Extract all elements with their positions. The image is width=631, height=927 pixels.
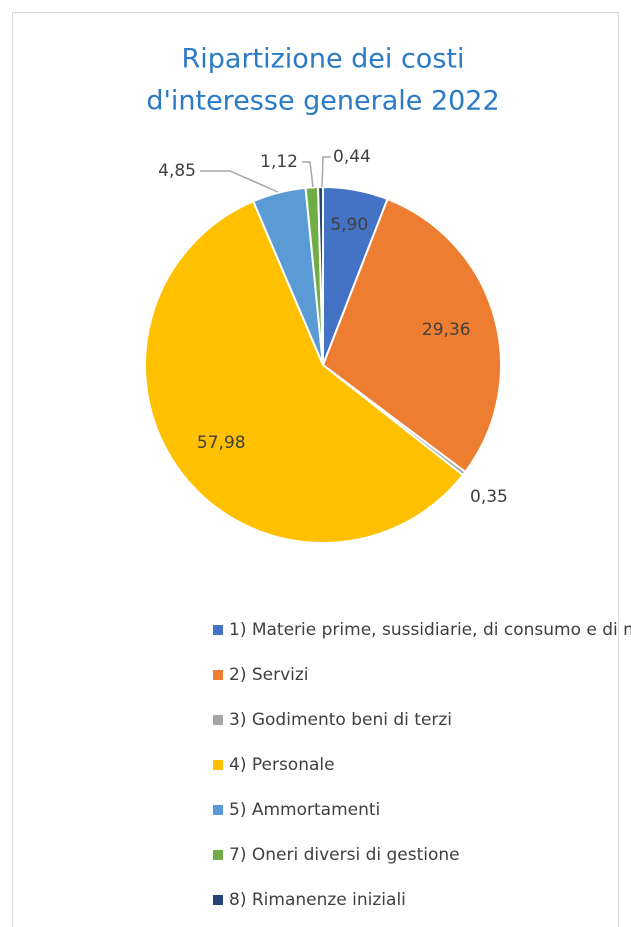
legend-swatch: [213, 715, 223, 725]
legend-swatch: [213, 670, 223, 680]
data-label: 5,90: [330, 215, 368, 235]
leader-line: [200, 170, 279, 193]
data-label: 57,98: [197, 433, 246, 453]
legend-label: 1) Materie prime, sussidiarie, di consum…: [229, 620, 631, 640]
data-label: 4,85: [158, 161, 196, 181]
legend-swatch: [213, 625, 223, 635]
chart-title: d'interesse generale 2022: [146, 86, 499, 117]
leader-line: [321, 156, 331, 188]
legend-label: 4) Personale: [229, 755, 335, 775]
legend-swatch: [213, 895, 223, 905]
data-label: 1,12: [260, 152, 298, 172]
pie-slice: [317, 185, 324, 366]
data-label: 29,36: [422, 320, 471, 340]
legend-swatch: [213, 850, 223, 860]
pie-slice: [144, 199, 465, 544]
data-label: 0,35: [470, 487, 508, 507]
legend-label: 7) Oneri diversi di gestione: [229, 845, 460, 865]
chart-title: Ripartizione dei costi: [182, 44, 465, 75]
legend-label: 3) Godimento beni di terzi: [229, 710, 452, 730]
legend-swatch: [213, 805, 223, 815]
leader-line: [302, 161, 314, 188]
legend-label: 5) Ammortamenti: [229, 800, 380, 820]
legend-label: 8) Rimanenze iniziali: [229, 890, 406, 910]
legend-label: 2) Servizi: [229, 665, 309, 685]
pie-slice: [321, 197, 502, 474]
data-label: 0,44: [333, 147, 371, 167]
legend-swatch: [213, 760, 223, 770]
